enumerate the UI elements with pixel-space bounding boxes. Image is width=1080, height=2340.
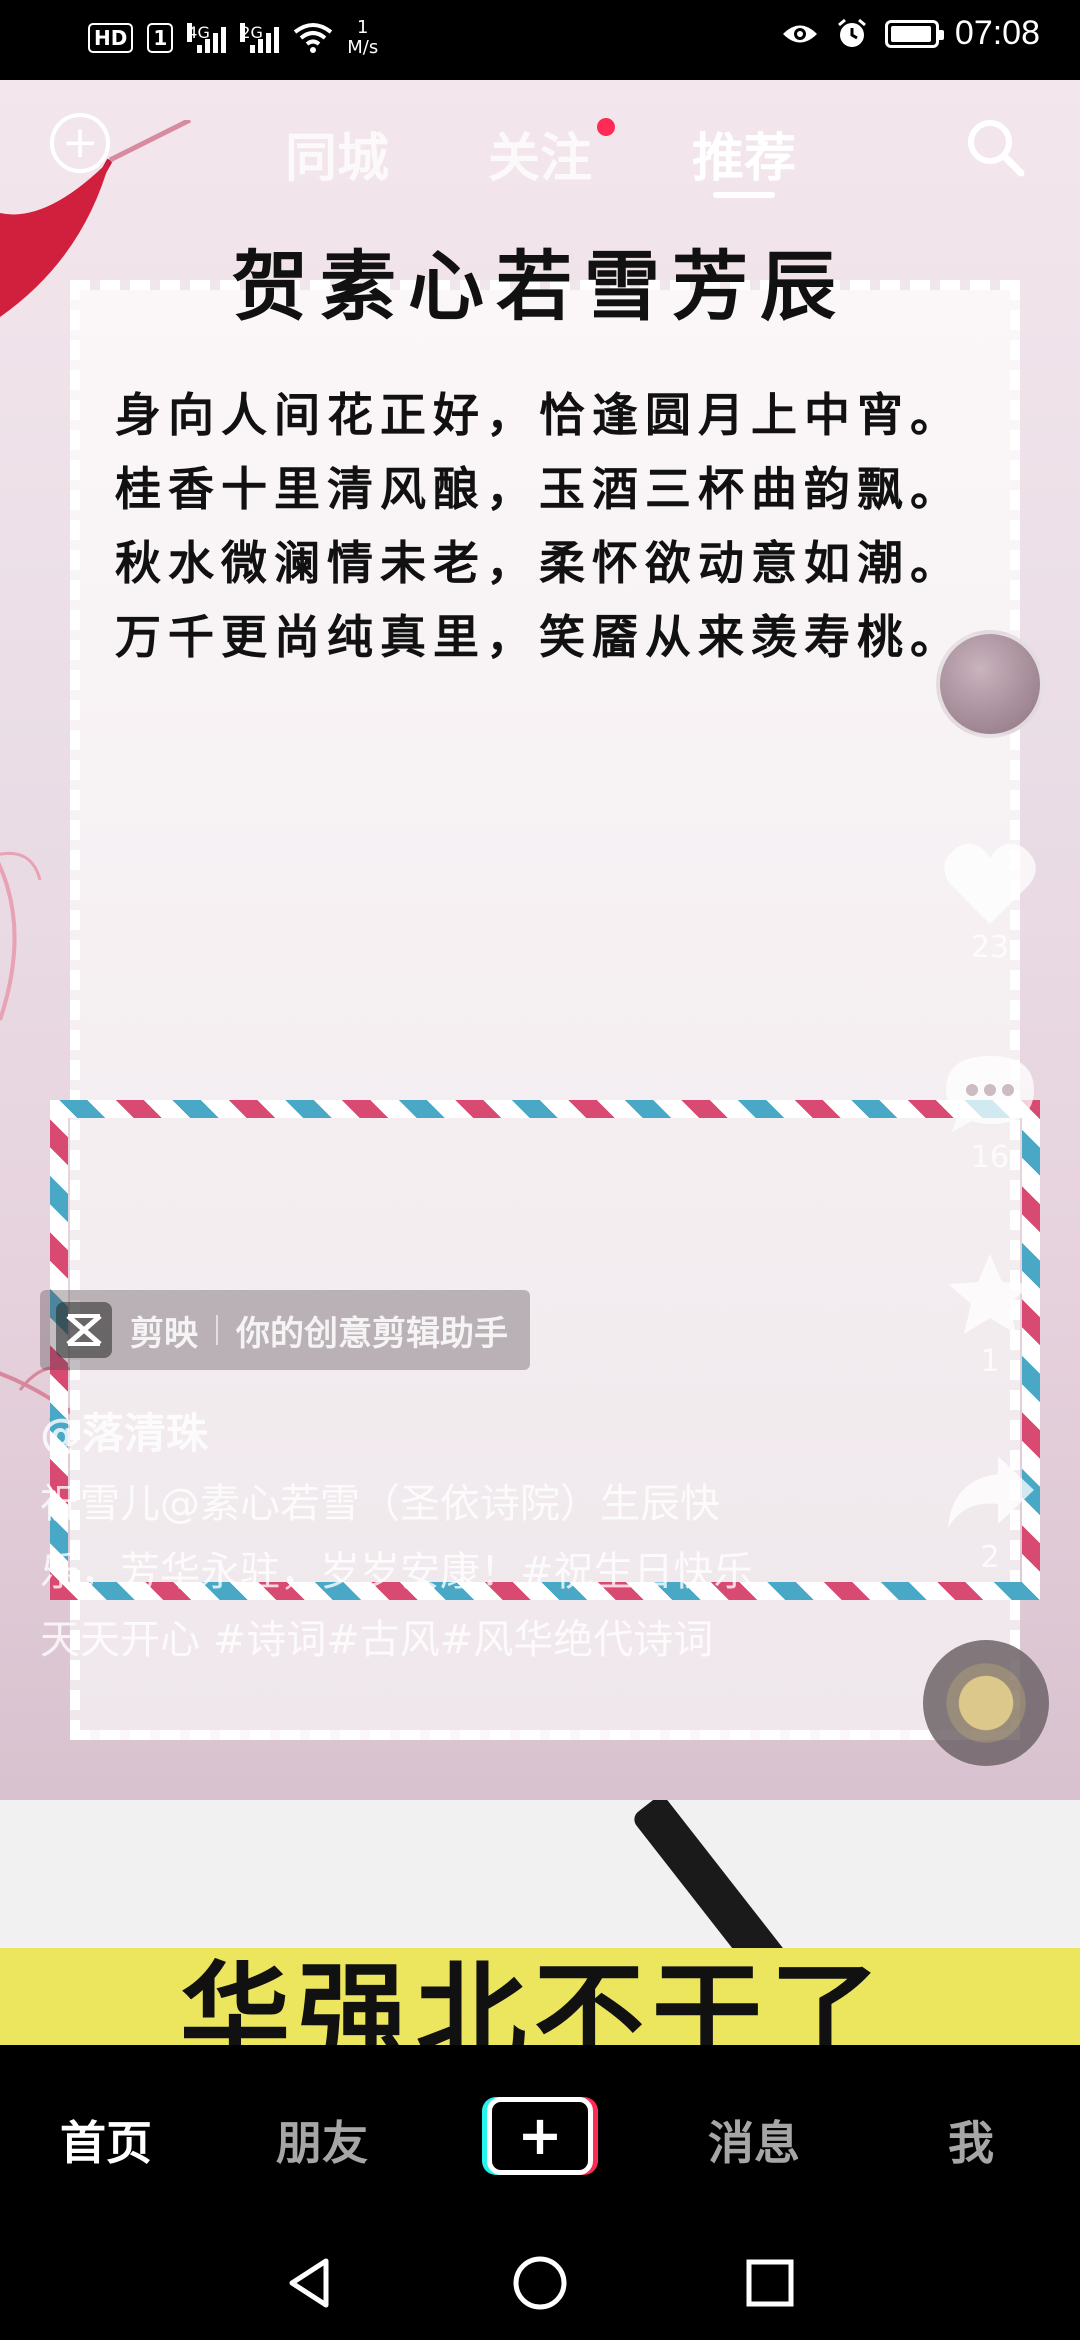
tab-home[interactable]: 首页 xyxy=(60,2116,152,2170)
poem-body: 身向人间花正好，恰逢圆月上中宵。 桂香十里清风酿，玉酒三杯曲韵飘。 秋水微澜情未… xyxy=(115,378,995,674)
favorite-count: 1 xyxy=(980,1344,1000,1379)
author-name[interactable]: @落清珠 xyxy=(40,1409,209,1458)
bottom-tab-bar: 首页 朋友 + 消息 我 xyxy=(0,2045,1080,2225)
eye-icon xyxy=(782,25,817,42)
share-button[interactable]: 2 xyxy=(930,1450,1050,1575)
home-icon[interactable] xyxy=(510,2253,570,2313)
signal-4g-icon: 4G xyxy=(187,23,227,53)
capcut-app-name: 剪映 xyxy=(130,1313,198,1354)
wifi-icon xyxy=(294,23,333,53)
poem-title: 贺素心若雪芳辰 xyxy=(232,242,848,331)
capcut-icon xyxy=(56,1302,112,1358)
signal-2g-icon: 2G xyxy=(240,23,280,53)
poem-line: 秋水微澜情未老，柔怀欲动意如潮。 xyxy=(115,536,963,590)
like-button[interactable]: 23 xyxy=(930,840,1050,965)
net2-label: 2G xyxy=(240,23,263,42)
share-icon xyxy=(948,1456,1034,1528)
comment-count: 16 xyxy=(970,1140,1010,1175)
capcut-separator xyxy=(216,1315,218,1345)
tab-friends[interactable]: 朋友 xyxy=(276,2116,368,2170)
share-count: 2 xyxy=(980,1540,1000,1575)
status-time: 07:08 xyxy=(954,14,1040,52)
airmail-envelope-border xyxy=(50,1100,1040,1600)
poem-line: 桂香十里清风酿，玉酒三杯曲韵飘。 xyxy=(115,462,963,516)
star-icon xyxy=(948,1254,1032,1334)
active-tab-indicator xyxy=(713,192,775,198)
status-left: HD 1 4G 2G 1 M/s xyxy=(88,18,378,58)
heart-icon xyxy=(944,843,1036,924)
status-bar: HD 1 4G 2G 1 M/s xyxy=(0,0,1080,80)
video-description[interactable]: 祝雪儿@素心若雪（圣依诗院）生辰快乐，芳华永驻，岁岁安康！#祝生日快乐天天开心 … xyxy=(40,1481,754,1663)
speed-unit: M/s xyxy=(347,37,379,58)
tab-me[interactable]: 我 xyxy=(948,2116,994,2170)
comment-button[interactable]: 16 xyxy=(930,1050,1050,1175)
next-video-banner xyxy=(0,1948,1080,2045)
sim-badge: 1 xyxy=(147,23,174,53)
music-disc-icon[interactable] xyxy=(923,1640,1049,1766)
search-icon[interactable] xyxy=(963,115,1027,179)
poem-line: 身向人间花正好，恰逢圆月上中宵。 xyxy=(115,388,963,442)
next-video-title: 华强北不干了 xyxy=(180,1951,888,2045)
video-player[interactable] xyxy=(0,80,1080,1800)
top-nav: + 同城 关注 推荐 xyxy=(0,80,1080,220)
tab-recommended[interactable]: 推荐 xyxy=(692,129,797,189)
net1-label: 4G xyxy=(187,23,210,42)
alarm-icon xyxy=(837,18,866,47)
next-video-preview[interactable]: 华强北不干了 xyxy=(0,1800,1080,2045)
add-live-button[interactable]: + xyxy=(50,113,110,173)
recents-icon[interactable] xyxy=(740,2253,800,2313)
tab-local[interactable]: 同城 xyxy=(285,129,390,189)
favorite-button[interactable]: 1 xyxy=(930,1250,1050,1379)
battery-icon xyxy=(884,19,944,48)
status-right: 07:08 xyxy=(781,14,1040,53)
create-button[interactable]: + xyxy=(482,2097,598,2175)
capcut-slogan: 你的创意剪辑助手 xyxy=(236,1313,508,1354)
tab-following[interactable]: 关注 xyxy=(488,129,593,189)
new-content-dot xyxy=(597,118,615,136)
capcut-tag[interactable]: 剪映 你的创意剪辑助手 xyxy=(40,1290,530,1370)
hd-badge: HD xyxy=(88,23,134,53)
create-plus-icon: + xyxy=(487,2097,593,2175)
like-count: 23 xyxy=(970,930,1010,965)
author-avatar[interactable] xyxy=(936,630,1044,738)
tab-messages[interactable]: 消息 xyxy=(708,2116,800,2170)
speed-value: 1 xyxy=(357,17,369,38)
comment-icon xyxy=(946,1056,1034,1132)
network-speed: 1 M/s xyxy=(347,18,378,58)
back-icon[interactable] xyxy=(280,2253,340,2313)
system-nav-bar xyxy=(0,2225,1080,2340)
poem-line: 万千更尚纯真里，笑靥从来羡寿桃。 xyxy=(115,610,963,664)
